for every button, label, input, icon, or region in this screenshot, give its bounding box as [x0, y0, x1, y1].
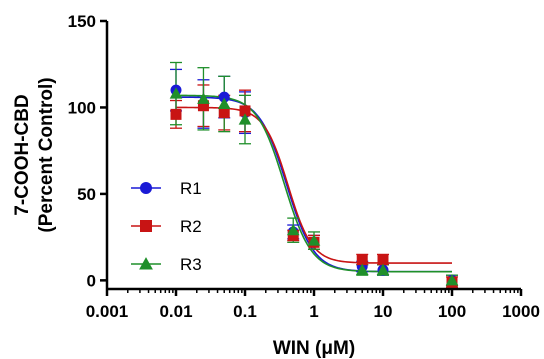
data-point-R2: [218, 107, 230, 119]
legend: R1 R2 R3: [131, 179, 202, 274]
data-point-R2: [170, 108, 182, 120]
data-markers: [169, 84, 459, 288]
data-point-R3: [376, 263, 390, 276]
x-tick-label: 0.001: [86, 302, 129, 321]
data-point-R1: [218, 91, 230, 103]
data-point-R2: [197, 100, 209, 112]
axes: 0 50 100 150 0.001 0.01 0.1 1 10 100 1000 WIN (μM) 7…: [12, 12, 540, 359]
y-tick-label: 100: [68, 98, 96, 117]
legend-label: R1: [180, 179, 202, 198]
y-tick-label: 150: [68, 12, 96, 31]
x-axis-title: WIN (μM): [273, 338, 355, 359]
data-point-R3: [238, 113, 252, 125]
data-point-R2: [377, 254, 389, 266]
legend-marker: [140, 182, 152, 194]
y-tick-label: 0: [87, 271, 96, 290]
data-point-R2: [239, 105, 251, 117]
x-tick-label: 0.01: [159, 302, 192, 321]
x-tick-label: 0.1: [233, 302, 257, 321]
x-tick-label: 1000: [502, 302, 540, 321]
x-tick-label: 10: [374, 302, 393, 321]
data-point-R3: [445, 274, 459, 286]
legend-label: R3: [180, 255, 202, 274]
legend-label: R2: [180, 217, 202, 236]
data-point-R3: [286, 223, 300, 236]
legend-item-R3: R3: [131, 255, 202, 274]
data-point-R3: [217, 97, 231, 110]
data-point-R3: [197, 92, 210, 104]
data-point-R3: [355, 263, 369, 276]
x-tick-label: 1: [309, 302, 318, 321]
data-point-R3: [307, 234, 321, 246]
x-tick-label: 100: [438, 302, 466, 321]
legend-item-R1: R1: [131, 179, 202, 198]
legend-marker: [139, 257, 153, 270]
y-tick-label: 50: [77, 185, 96, 204]
y-axis-title-line1: 7-COOH-CBD: [12, 94, 33, 215]
data-point-R2: [356, 254, 368, 266]
data-point-R3: [169, 87, 183, 99]
legend-marker: [140, 220, 152, 232]
y-axis-title-line2: (Percent Control): [36, 77, 57, 232]
legend-item-R2: R2: [131, 217, 202, 236]
data-point-R2: [287, 229, 299, 241]
